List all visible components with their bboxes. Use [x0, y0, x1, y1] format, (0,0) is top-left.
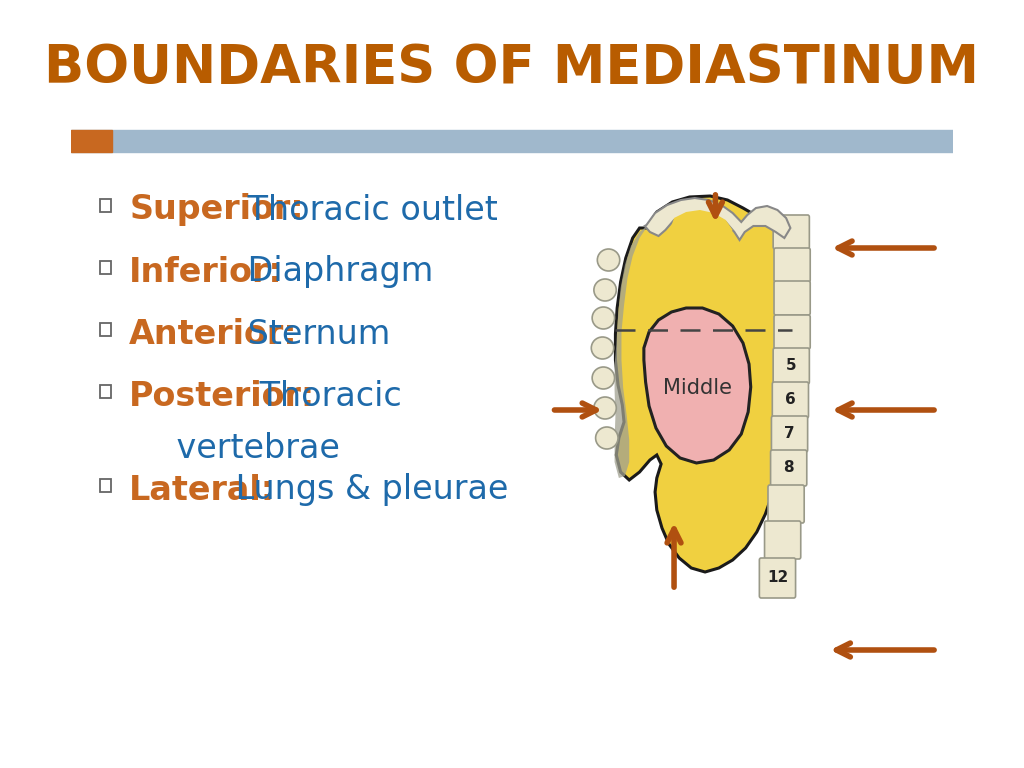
FancyBboxPatch shape: [771, 450, 807, 486]
Text: Lungs & pleurae: Lungs & pleurae: [225, 474, 509, 507]
Text: Sternum: Sternum: [238, 317, 391, 350]
Polygon shape: [644, 308, 751, 463]
Text: vertebrae: vertebrae: [133, 432, 340, 465]
Bar: [71, 130, 112, 152]
Ellipse shape: [591, 337, 613, 359]
FancyBboxPatch shape: [760, 558, 796, 598]
FancyBboxPatch shape: [774, 315, 810, 349]
FancyBboxPatch shape: [100, 479, 112, 492]
Text: Diaphragm: Diaphragm: [238, 256, 434, 289]
FancyBboxPatch shape: [771, 416, 808, 452]
Ellipse shape: [594, 397, 616, 419]
FancyBboxPatch shape: [100, 261, 112, 274]
Polygon shape: [645, 198, 791, 240]
Text: Lateral:: Lateral:: [129, 474, 275, 507]
FancyBboxPatch shape: [772, 382, 809, 418]
FancyBboxPatch shape: [774, 281, 810, 315]
FancyBboxPatch shape: [100, 385, 112, 398]
Polygon shape: [614, 225, 648, 478]
FancyBboxPatch shape: [773, 215, 809, 249]
Ellipse shape: [597, 249, 620, 271]
Text: 5: 5: [786, 359, 797, 373]
Text: 12: 12: [767, 571, 788, 585]
Text: Anterior:: Anterior:: [129, 317, 298, 350]
Text: 8: 8: [783, 461, 794, 475]
Polygon shape: [671, 210, 732, 236]
FancyBboxPatch shape: [773, 348, 809, 384]
Ellipse shape: [592, 307, 614, 329]
FancyBboxPatch shape: [768, 485, 804, 523]
FancyBboxPatch shape: [100, 323, 112, 336]
Text: 7: 7: [784, 426, 795, 442]
Text: Middle: Middle: [663, 378, 732, 398]
Text: Thoracic outlet: Thoracic outlet: [238, 194, 498, 227]
Ellipse shape: [596, 427, 618, 449]
Bar: [71, 130, 953, 152]
Text: Superior:: Superior:: [129, 194, 304, 227]
Polygon shape: [615, 196, 793, 572]
FancyBboxPatch shape: [765, 521, 801, 559]
Text: Inferior:: Inferior:: [129, 256, 283, 289]
Text: BOUNDARIES OF MEDIASTINUM: BOUNDARIES OF MEDIASTINUM: [44, 42, 980, 94]
Text: 6: 6: [785, 392, 796, 408]
Text: Posterior:: Posterior:: [129, 379, 315, 412]
Text: Thoracic: Thoracic: [249, 379, 402, 412]
FancyBboxPatch shape: [774, 248, 810, 282]
FancyBboxPatch shape: [100, 199, 112, 212]
Ellipse shape: [592, 367, 614, 389]
Ellipse shape: [594, 279, 616, 301]
